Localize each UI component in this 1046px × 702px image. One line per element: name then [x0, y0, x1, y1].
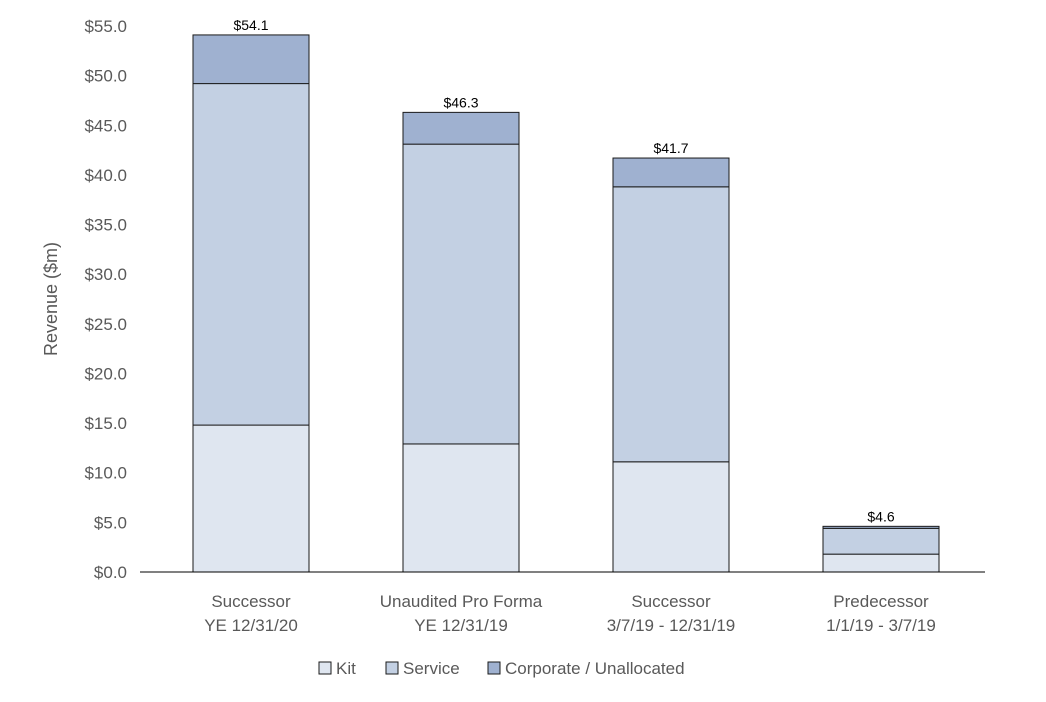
legend-label: Corporate / Unallocated — [505, 659, 685, 678]
y-tick-label: $5.0 — [94, 513, 127, 532]
x-tick-label: Successor — [631, 592, 711, 611]
legend-swatch — [385, 661, 399, 675]
bar-group — [192, 34, 940, 573]
x-tick-label: 1/1/19 - 3/7/19 — [826, 616, 936, 635]
y-axis-title: Revenue ($m) — [41, 242, 61, 356]
x-tick-label: Predecessor — [833, 592, 929, 611]
x-tick-label: Unaudited Pro Forma — [380, 592, 543, 611]
total-label: $41.7 — [653, 140, 688, 156]
y-tick-label: $20.0 — [84, 364, 127, 383]
y-tick-label: $0.0 — [94, 563, 127, 582]
y-axis-ticks: $0.0 $5.0 $10.0 $15.0 $20.0 $25.0 $30.0 $35.0 $4… — [84, 17, 127, 582]
total-label: $4.6 — [867, 508, 894, 524]
x-tick-label: YE 12/31/19 — [414, 616, 508, 635]
legend-label: Service — [403, 659, 460, 678]
bar-segment-corporate-unallocated — [402, 111, 520, 145]
y-tick-label: $40.0 — [84, 166, 127, 185]
x-tick-label: Successor — [211, 592, 291, 611]
bar-segment-service — [192, 83, 310, 426]
legend: Kit Service Corporate / Unallocated — [318, 659, 685, 678]
y-tick-label: $35.0 — [84, 216, 127, 235]
y-tick-label: $10.0 — [84, 464, 127, 483]
total-label: $46.3 — [443, 94, 478, 110]
x-tick-label: YE 12/31/20 — [204, 616, 298, 635]
y-tick-label: $55.0 — [84, 17, 127, 36]
legend-swatch — [487, 661, 501, 675]
legend-swatch — [318, 661, 332, 675]
bar-segment-service — [402, 143, 520, 445]
y-tick-label: $30.0 — [84, 265, 127, 284]
total-label: $54.1 — [233, 17, 268, 33]
bar-segment-kit — [612, 461, 730, 573]
bar-segment-kit — [192, 424, 310, 573]
bar-segment-service — [612, 186, 730, 463]
y-tick-label: $50.0 — [84, 67, 127, 86]
y-tick-label: $45.0 — [84, 116, 127, 135]
bar-segment-kit — [402, 443, 520, 573]
y-tick-label: $15.0 — [84, 414, 127, 433]
bar-segment-kit — [822, 553, 940, 573]
bar-segment-corporate-unallocated — [822, 525, 940, 529]
bar-segment-service — [822, 527, 940, 555]
total-labels: $54.1 $46.3 $41.7 $4.6 — [233, 17, 894, 524]
y-tick-label: $25.0 — [84, 315, 127, 334]
x-axis-labels: Successor YE 12/31/20 Unaudited Pro Forma Y… — [204, 592, 936, 635]
legend-label: Kit — [336, 659, 356, 678]
x-tick-label: 3/7/19 - 12/31/19 — [607, 616, 736, 635]
bar-segment-corporate-unallocated — [612, 157, 730, 188]
bar-segment-corporate-unallocated — [192, 34, 310, 85]
